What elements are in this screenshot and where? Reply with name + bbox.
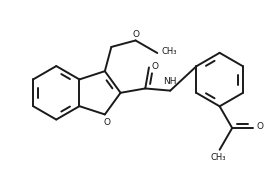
Text: O: O — [104, 118, 111, 126]
Text: O: O — [152, 62, 159, 71]
Text: O: O — [133, 30, 139, 39]
Text: NH: NH — [164, 77, 177, 87]
Text: CH₃: CH₃ — [211, 153, 226, 162]
Text: O: O — [257, 122, 264, 132]
Text: CH₃: CH₃ — [161, 48, 177, 56]
